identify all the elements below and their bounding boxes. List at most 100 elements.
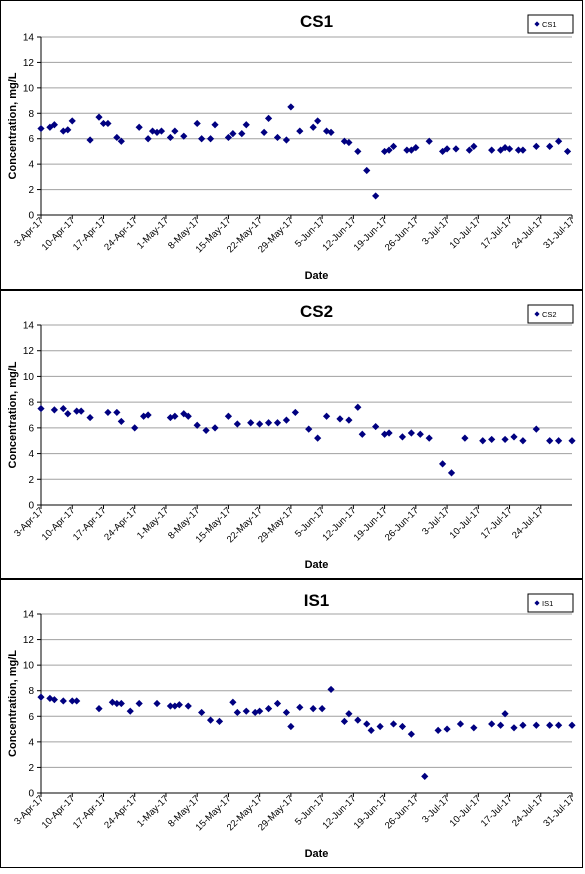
legend-marker (534, 21, 540, 27)
x-tick-label: 24-Jul-17 (510, 215, 546, 251)
data-point (144, 411, 152, 419)
x-tick-label: 10-Jul-17 (448, 505, 484, 541)
data-point (86, 413, 94, 422)
y-tick-label: 2 (28, 185, 34, 196)
y-tick-label: 0 (28, 789, 34, 800)
data-point (461, 434, 469, 442)
x-tick-label: 31-Jul-17 (541, 793, 577, 829)
data-point (198, 135, 206, 143)
data-point (273, 419, 282, 427)
data-point (287, 722, 295, 731)
y-tick-label: 14 (23, 33, 35, 44)
data-point (340, 717, 349, 725)
data-point (327, 685, 335, 694)
data-point (180, 132, 188, 140)
data-point (345, 138, 353, 147)
data-point (438, 460, 447, 468)
data-point (555, 437, 563, 445)
data-point (117, 699, 125, 708)
data-point (443, 145, 451, 153)
data-point (37, 124, 45, 133)
data-point (171, 127, 179, 135)
x-tick-label: 24-Apr-17 (102, 215, 140, 253)
data-point (211, 424, 219, 432)
legend-label: IS1 (542, 599, 553, 608)
data-point (412, 144, 420, 152)
x-tick-label: 24-Apr-17 (102, 505, 140, 543)
data-point (322, 412, 331, 420)
data-point (546, 721, 554, 729)
x-tick-label: 26-Jun-17 (383, 215, 421, 253)
y-axis-label: Concentration, mg/L (7, 361, 19, 468)
chart-title: CS1 (300, 12, 333, 31)
data-point (256, 420, 264, 428)
data-point (166, 133, 175, 142)
chart-svg: CS2024681012143-Apr-1710-Apr-1717-Apr-17… (7, 302, 576, 571)
chart-svg: IS1024681012143-Apr-1710-Apr-1717-Apr-17… (7, 591, 577, 860)
data-point (376, 722, 384, 731)
data-point (282, 416, 291, 424)
data-point (264, 114, 273, 122)
data-point (198, 708, 206, 717)
data-point (175, 701, 183, 709)
x-tick-label: 1-May-17 (135, 793, 171, 829)
data-point (215, 717, 224, 725)
data-point (135, 699, 143, 708)
data-point (287, 103, 295, 111)
data-point (340, 137, 349, 145)
data-point (273, 133, 282, 142)
y-tick-label: 14 (23, 610, 35, 621)
data-point (95, 113, 103, 121)
data-point (416, 430, 424, 438)
data-point (233, 420, 241, 428)
data-point (505, 145, 514, 153)
data-point (153, 699, 161, 708)
chart-panel-cs1: CS1 0 2 4 6 8 10 12 14 3-Apr-17 10-Apr-17 17-Apr-17… (0, 0, 583, 290)
data-point (37, 693, 45, 701)
x-tick-label: 17-Jul-17 (479, 215, 515, 251)
x-tick-label: 31-Jul-17 (541, 215, 577, 251)
y-tick-label: 8 (28, 109, 34, 120)
legend-label: CS2 (542, 310, 557, 319)
data-point (398, 433, 407, 441)
data-point (465, 146, 473, 154)
data-point (546, 437, 554, 445)
x-axis-label: Date (305, 559, 329, 571)
data-point (546, 142, 554, 150)
chart-svg: CS1024681012143-Apr-1710-Apr-1717-Apr-17… (7, 12, 577, 282)
data-point (59, 404, 67, 413)
x-axis-label: Date (305, 848, 329, 860)
data-point (389, 142, 398, 150)
chart-title: IS1 (304, 591, 330, 610)
data-point (532, 142, 540, 150)
legend-box (527, 14, 574, 34)
y-tick-label: 0 (28, 501, 34, 512)
data-point (296, 703, 304, 711)
data-point (568, 721, 576, 729)
y-tick-label: 4 (28, 449, 34, 460)
data-point (247, 419, 255, 427)
data-point (113, 133, 121, 142)
data-point (305, 425, 313, 433)
legend-label: CS1 (542, 20, 557, 29)
data-point (113, 408, 121, 417)
data-point (126, 707, 134, 715)
data-point (184, 702, 192, 710)
data-point (117, 137, 125, 145)
y-tick-label: 12 (23, 58, 35, 69)
data-point (385, 429, 393, 437)
y-tick-label: 6 (28, 134, 34, 145)
x-tick-label: 10-Jul-17 (448, 215, 484, 251)
y-axis-label: Concentration, mg/L (7, 650, 19, 757)
data-point (568, 437, 576, 445)
x-tick-label: 17-Jul-17 (479, 793, 515, 829)
data-point (470, 142, 478, 150)
x-tick-label: 26-Jun-17 (383, 793, 421, 831)
data-point (398, 722, 407, 731)
data-point (443, 725, 451, 733)
data-point (104, 408, 112, 417)
data-point (77, 407, 85, 415)
data-point (514, 146, 523, 154)
data-point (563, 147, 572, 156)
x-tick-label: 24-Jul-17 (510, 793, 546, 829)
